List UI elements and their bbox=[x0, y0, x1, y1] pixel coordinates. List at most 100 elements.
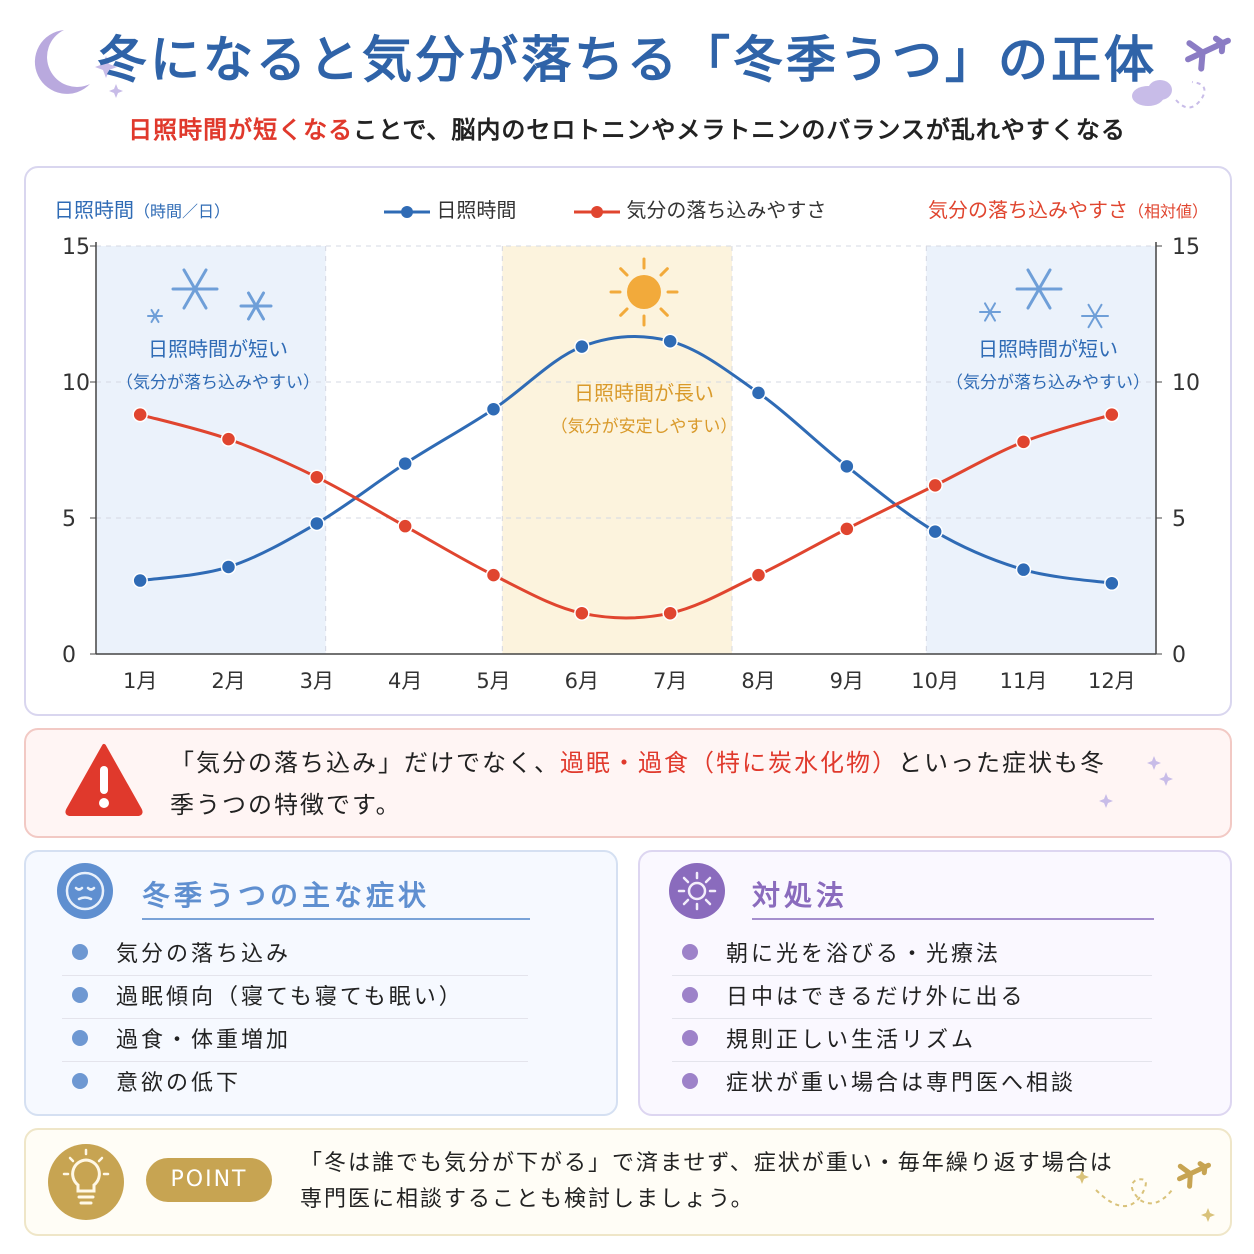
airplane-icon bbox=[1076, 1161, 1215, 1222]
snowflake-stroke bbox=[150, 308, 160, 324]
snowflake-icon bbox=[1015, 268, 1063, 310]
snowflake-icon bbox=[239, 291, 273, 321]
alert-text-part2: といった症状も冬季うつの特徴です。 bbox=[170, 749, 1106, 819]
right-axis-title: 気分の落ち込みやすさ bbox=[927, 198, 1128, 222]
legend-mood-marker bbox=[574, 205, 620, 218]
divider bbox=[62, 1018, 528, 1019]
mood-point bbox=[662, 605, 678, 621]
point-badge: POINT bbox=[146, 1158, 272, 1202]
snowflake-icon bbox=[1081, 303, 1109, 329]
x-tick-label: 3月 bbox=[300, 669, 334, 693]
warning-icon bbox=[65, 744, 143, 816]
remedy-item: 朝に光を浴びる・光療法 bbox=[726, 942, 1002, 967]
y-tick-label-right: 10 bbox=[1172, 371, 1200, 396]
alert-text-part1: 「気分の落ち込み」だけでなく、 bbox=[170, 749, 560, 777]
sunlight-point bbox=[309, 515, 325, 532]
point-text: 「冬は誰でも気分が下がる」で済ませず、症状が重い・毎年繰り返す場合は 専門医に相談… bbox=[300, 1146, 1114, 1218]
bullet-dot bbox=[72, 944, 88, 960]
divider bbox=[62, 975, 528, 976]
y-tick-label-left: 10 bbox=[62, 371, 90, 396]
remedy-item: 症状が重い場合は専門医へ相談 bbox=[726, 1071, 1077, 1096]
remedies-card bbox=[638, 850, 1232, 1116]
subtitle-highlight: 日照時間が短くなる bbox=[128, 116, 354, 144]
remedy-item: 規則正しい生活リズム bbox=[726, 1028, 977, 1053]
sun-ray bbox=[619, 307, 629, 317]
sunlight-point bbox=[927, 523, 943, 540]
sun-rays bbox=[609, 257, 679, 327]
sun-ray bbox=[619, 267, 629, 277]
sunlight-point bbox=[574, 338, 590, 355]
list-item: 過食・体重増加 bbox=[62, 1022, 532, 1065]
list-item: 日中はできるだけ外に出る bbox=[672, 979, 1156, 1022]
symptoms-title: 冬季うつの主な症状 bbox=[142, 879, 431, 912]
winter-band-left bbox=[96, 246, 326, 654]
bullet-dot bbox=[72, 1030, 88, 1046]
bullet-dot bbox=[72, 1073, 88, 1089]
snowflake-icon bbox=[147, 308, 163, 324]
x-tick-label: 4月 bbox=[388, 669, 422, 693]
x-tick-label: 8月 bbox=[741, 669, 775, 693]
mood-point bbox=[574, 605, 590, 621]
remedies-list: 朝に光を浴びる・光療法 日中はできるだけ外に出る 規則正しい生活リズム 症状が重… bbox=[672, 936, 1156, 1108]
x-tick-label: 12月 bbox=[1088, 669, 1136, 693]
mood-point bbox=[750, 567, 767, 583]
remedies-title-underline bbox=[752, 918, 1154, 920]
sun-ray bbox=[659, 267, 669, 277]
right-axis-unit: （相対値） bbox=[1127, 202, 1208, 221]
symptoms-list: 気分の落ち込み 過眠傾向（寝ても寝ても眠い） 過食・体重増加 意欲の低下 bbox=[62, 936, 532, 1108]
left-axis-title: 日照時間 bbox=[54, 198, 134, 222]
y-tick-label-right: 0 bbox=[1172, 643, 1186, 668]
sunlight-point bbox=[1015, 561, 1032, 578]
x-tick-label: 7月 bbox=[653, 669, 687, 693]
sun-icon bbox=[669, 863, 725, 919]
remedies-title: 対処法 bbox=[752, 879, 849, 912]
symptom-item: 過眠傾向（寝ても寝ても眠い） bbox=[116, 985, 464, 1010]
left-axis-label: 日照時間（時間／日） bbox=[54, 194, 230, 223]
legend-mood-label: 気分の落ち込みやすさ bbox=[626, 198, 827, 222]
legend-sunlight-marker bbox=[384, 205, 430, 218]
summer-annotation-line1: 日照時間が長い bbox=[574, 381, 714, 405]
line-chart: 15 15 10 10 5 5 0 0 1月 2月 3月 4月 5月 6月 7月 8月 9月 10月 11月 12月 日… bbox=[62, 235, 1200, 693]
x-tick-label: 10月 bbox=[911, 669, 959, 693]
list-item: 規則正しい生活リズム bbox=[672, 1022, 1156, 1065]
list-item: 症状が重い場合は専門医へ相談 bbox=[672, 1065, 1156, 1108]
symptom-item: 過食・体重増加 bbox=[116, 1028, 292, 1053]
page-subtitle: 日照時間が短くなることで、脳内のセロトニンやメラトニンのバランスが乱れやすくなる bbox=[0, 110, 1254, 145]
sun-icon-chart bbox=[627, 275, 661, 309]
moon-stars-icon-small bbox=[1099, 756, 1196, 808]
list-item: 気分の落ち込み bbox=[62, 936, 532, 979]
moon-stars-icon bbox=[34, 30, 123, 98]
legend-sunlight: 日照時間 bbox=[384, 194, 516, 223]
snowflake-stroke bbox=[182, 268, 208, 310]
right-axis-label: 気分の落ち込みやすさ（相対値） bbox=[928, 194, 1208, 223]
legend-mood: 気分の落ち込みやすさ bbox=[574, 194, 826, 223]
snowflake-icon bbox=[979, 302, 1001, 322]
sunlight-point bbox=[132, 572, 148, 589]
x-tick-label: 11月 bbox=[1000, 669, 1048, 693]
sunlight-point bbox=[220, 559, 237, 575]
alert-text: 「気分の落ち込み」だけでなく、過眠・過食（特に炭水化物）といった症状も冬季うつの… bbox=[170, 742, 1130, 826]
list-item: 意欲の低下 bbox=[62, 1065, 532, 1108]
mood-point bbox=[927, 477, 943, 494]
alert-card bbox=[24, 728, 1232, 838]
point-text-line1: 「冬は誰でも気分が下がる」で済ませず、症状が重い・毎年繰り返す場合は bbox=[300, 1151, 1114, 1176]
airplane-cloud-icon bbox=[1132, 35, 1231, 109]
point-text-line2: 専門医に相談することも検討しましょう。 bbox=[300, 1187, 755, 1212]
remedy-item: 日中はできるだけ外に出る bbox=[726, 985, 1026, 1010]
divider bbox=[672, 1061, 1152, 1062]
list-item: 朝に光を浴びる・光療法 bbox=[672, 936, 1156, 979]
left-axis-unit: （時間／日） bbox=[134, 202, 231, 221]
sad-face-icon bbox=[57, 863, 113, 919]
bullet-dot bbox=[72, 987, 88, 1003]
x-tick-label: 5月 bbox=[476, 669, 510, 693]
winter-band-right bbox=[926, 246, 1156, 654]
mood-point bbox=[309, 469, 325, 485]
sunlight-point bbox=[662, 333, 678, 349]
divider bbox=[672, 1018, 1152, 1019]
sunlight-point bbox=[1104, 575, 1120, 592]
y-tick-label-left: 0 bbox=[62, 643, 76, 668]
summer-annotation-line2: （気分が安定しやすい） bbox=[551, 417, 738, 437]
symptoms-card bbox=[24, 850, 618, 1116]
sun-ray bbox=[659, 307, 669, 317]
bullet-dot bbox=[682, 944, 698, 960]
